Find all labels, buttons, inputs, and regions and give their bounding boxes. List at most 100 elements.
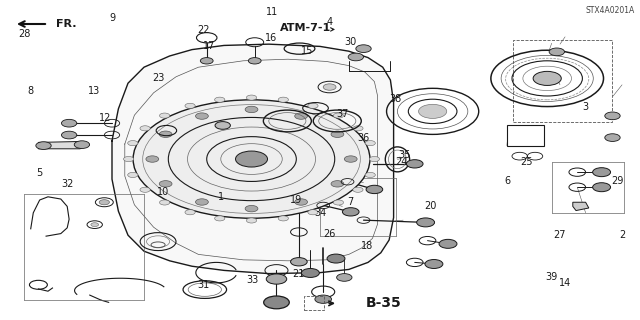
Circle shape: [308, 210, 318, 215]
Text: 7: 7: [348, 196, 354, 207]
Circle shape: [248, 58, 261, 64]
Text: 26: 26: [323, 228, 336, 239]
Circle shape: [348, 53, 364, 61]
Circle shape: [128, 172, 138, 178]
Text: 24: 24: [396, 156, 408, 167]
Text: 30: 30: [344, 36, 357, 47]
Circle shape: [295, 199, 307, 205]
Circle shape: [366, 185, 383, 194]
Circle shape: [337, 274, 352, 281]
Text: 18: 18: [360, 241, 373, 252]
Circle shape: [315, 295, 332, 303]
Text: 12: 12: [99, 113, 112, 124]
Bar: [513, 40, 612, 122]
Circle shape: [439, 239, 457, 248]
Circle shape: [266, 274, 287, 284]
Circle shape: [185, 103, 195, 108]
Bar: [304, 296, 324, 310]
Circle shape: [323, 84, 336, 90]
Circle shape: [61, 119, 77, 127]
Text: 36: 36: [357, 132, 370, 143]
Circle shape: [344, 156, 357, 162]
Circle shape: [278, 97, 289, 102]
Circle shape: [124, 156, 134, 162]
Text: 3: 3: [582, 102, 589, 112]
Circle shape: [140, 126, 150, 131]
Circle shape: [128, 140, 138, 146]
Circle shape: [333, 200, 344, 205]
Circle shape: [185, 210, 195, 215]
Polygon shape: [573, 202, 589, 211]
Circle shape: [549, 48, 564, 56]
Text: 10: 10: [157, 187, 170, 197]
Bar: [507, 125, 544, 146]
Circle shape: [245, 106, 258, 113]
Circle shape: [140, 187, 150, 192]
Text: 39: 39: [545, 272, 558, 282]
Circle shape: [159, 131, 172, 138]
Text: 21: 21: [292, 268, 305, 279]
Text: FR.: FR.: [56, 19, 77, 29]
Text: 29: 29: [611, 176, 624, 186]
Circle shape: [356, 45, 371, 52]
Circle shape: [333, 113, 344, 118]
Circle shape: [246, 218, 257, 223]
Text: 28: 28: [18, 28, 31, 39]
Circle shape: [200, 58, 213, 64]
Circle shape: [278, 216, 289, 221]
Text: 16: 16: [264, 33, 277, 44]
Circle shape: [406, 160, 423, 168]
Circle shape: [365, 172, 375, 178]
Text: 9: 9: [109, 12, 115, 23]
Circle shape: [419, 104, 447, 118]
Circle shape: [327, 254, 345, 263]
Circle shape: [301, 268, 319, 277]
Text: 20: 20: [424, 201, 436, 212]
Circle shape: [245, 205, 258, 212]
Text: 8: 8: [28, 86, 34, 96]
Circle shape: [99, 200, 109, 205]
Circle shape: [353, 126, 363, 131]
Text: 17: 17: [203, 41, 216, 52]
Circle shape: [159, 113, 170, 118]
Circle shape: [417, 218, 435, 227]
Text: 14: 14: [559, 278, 572, 288]
Text: 6: 6: [504, 176, 511, 186]
Text: 19: 19: [290, 195, 303, 205]
Circle shape: [369, 156, 380, 162]
Text: 23: 23: [152, 73, 165, 84]
Text: 22: 22: [197, 25, 210, 36]
Circle shape: [74, 141, 90, 148]
Circle shape: [195, 199, 208, 205]
Circle shape: [215, 122, 230, 129]
Circle shape: [146, 156, 159, 162]
Text: 33: 33: [246, 275, 259, 285]
Circle shape: [264, 296, 289, 309]
Circle shape: [353, 187, 363, 192]
Text: 31: 31: [197, 280, 210, 290]
Circle shape: [246, 95, 257, 100]
Polygon shape: [112, 44, 394, 274]
Circle shape: [308, 103, 318, 108]
Text: 11: 11: [266, 7, 278, 17]
Circle shape: [36, 142, 51, 149]
Circle shape: [425, 260, 443, 268]
Polygon shape: [38, 141, 90, 149]
Circle shape: [342, 208, 359, 216]
Circle shape: [236, 151, 268, 167]
Circle shape: [365, 140, 375, 146]
Text: 4: 4: [326, 17, 333, 28]
Circle shape: [61, 131, 77, 139]
Circle shape: [214, 216, 225, 221]
Circle shape: [331, 181, 344, 187]
Text: 13: 13: [88, 86, 100, 96]
Text: 27: 27: [554, 230, 566, 240]
Text: 15: 15: [301, 46, 314, 56]
Circle shape: [291, 258, 307, 266]
Text: 37: 37: [336, 108, 349, 119]
Circle shape: [331, 131, 344, 138]
Text: 1: 1: [218, 192, 224, 202]
Circle shape: [593, 168, 611, 177]
Circle shape: [533, 71, 561, 85]
Text: STX4A0201A: STX4A0201A: [586, 6, 635, 15]
